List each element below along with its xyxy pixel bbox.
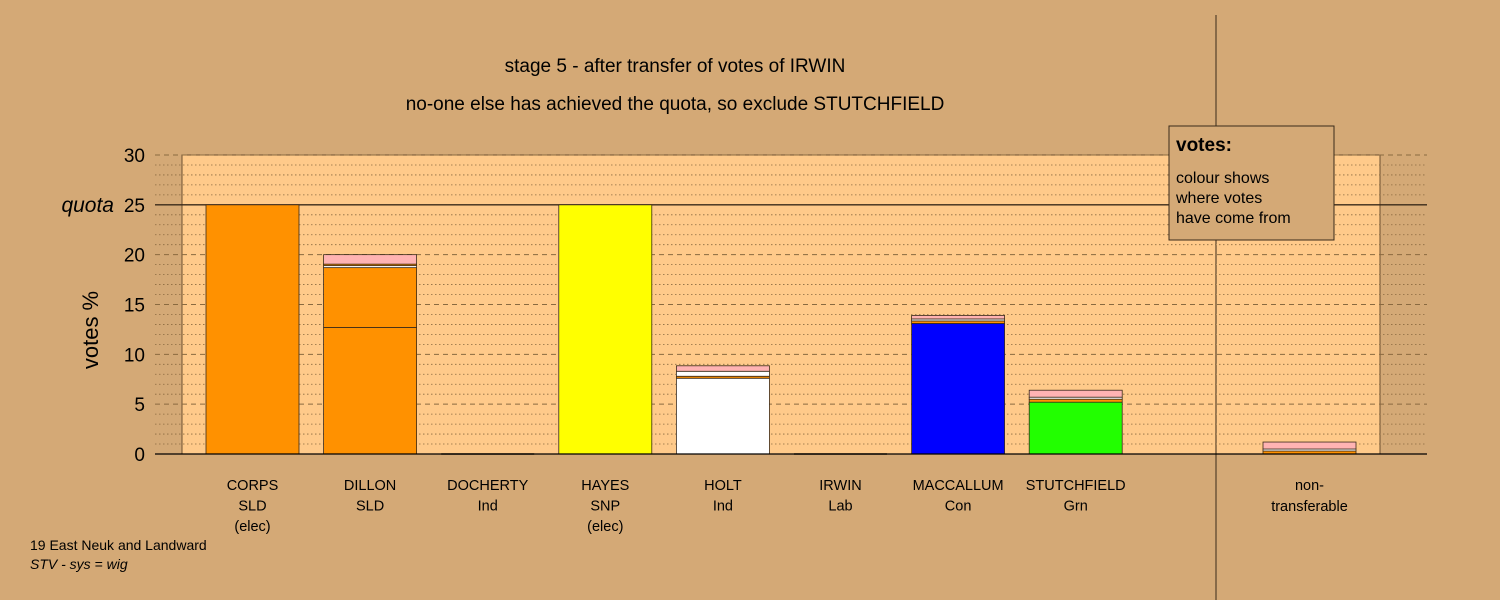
candidate-labels: CORPS SLD (elec) DILLON SLD DOCHERTY Ind HAYES S… — [227, 478, 1348, 535]
candidate-label: CORPS — [227, 478, 279, 494]
y-tick-label: 5 — [134, 395, 145, 416]
y-tick-label: 30 — [124, 146, 145, 167]
candidate-label: MACCALLUM — [913, 478, 1004, 494]
y-tick-label: 10 — [124, 345, 145, 366]
quota-label: quota — [61, 194, 114, 217]
candidate-label: Con — [945, 499, 972, 515]
bar-segment — [1028, 401, 1123, 455]
candidate-label: Grn — [1064, 499, 1088, 515]
candidate-label: HOLT — [704, 478, 742, 494]
y-axis-label: votes % — [78, 291, 103, 369]
candidate-label: SNP — [590, 499, 620, 515]
bar-segment — [1028, 398, 1123, 403]
bar-segment — [323, 327, 418, 455]
candidate-label: Lab — [828, 499, 852, 515]
legend-line-2: where votes — [1175, 190, 1262, 207]
candidate-label: (elec) — [234, 519, 270, 535]
bar-segment — [323, 254, 418, 265]
y-tick-label: 20 — [124, 246, 145, 267]
y-tick-label: 25 — [124, 196, 145, 217]
bars — [205, 204, 1357, 455]
bar-segment — [1028, 389, 1123, 398]
legend-line-3: have come from — [1176, 210, 1291, 227]
bar-segment — [911, 323, 1005, 455]
bar-segment — [205, 204, 300, 455]
candidate-label: IRWIN — [819, 478, 861, 494]
bar-segment — [1262, 441, 1357, 450]
legend: votes: colour shows where votes have com… — [1168, 125, 1335, 241]
footer-system: STV - sys = wig — [30, 556, 128, 572]
y-tick-labels: 0 5 10 15 20 25 30 — [124, 146, 145, 466]
bar-segment — [911, 315, 1005, 320]
candidate-label: HAYES — [581, 478, 629, 494]
non-transferable-label: non- — [1295, 478, 1324, 494]
bar-segment — [558, 204, 653, 455]
legend-heading: votes: — [1176, 135, 1232, 156]
y-tick-label: 15 — [124, 296, 145, 317]
candidate-label: DOCHERTY — [447, 478, 528, 494]
bar-dillon — [323, 254, 418, 455]
bar-non-transferable — [1262, 441, 1357, 455]
bar-corps — [205, 204, 300, 455]
non-transferable-label: transferable — [1271, 499, 1348, 515]
chart-subtitle: no-one else has achieved the quota, so e… — [406, 94, 945, 115]
bar-segment — [676, 370, 770, 377]
candidate-label: Ind — [478, 499, 498, 515]
candidate-label: DILLON — [344, 478, 396, 494]
candidate-label: (elec) — [587, 519, 623, 535]
bar-maccallum — [911, 315, 1005, 455]
bar-segment — [323, 267, 418, 328]
bar-holt — [676, 365, 770, 455]
chart-title: stage 5 - after transfer of votes of IRW… — [505, 56, 846, 77]
footer-constituency: 19 East Neuk and Landward — [30, 537, 207, 553]
bar-segment — [676, 377, 770, 455]
candidate-label: STUTCHFIELD — [1026, 478, 1126, 494]
bar-segment — [676, 365, 770, 372]
bar-stutchfield — [1028, 389, 1123, 455]
legend-line-1: colour shows — [1176, 170, 1269, 187]
candidate-label: SLD — [238, 499, 266, 515]
candidate-label: SLD — [356, 499, 384, 515]
legend-box — [1168, 125, 1335, 241]
y-tick-label: 0 — [134, 445, 145, 466]
candidate-label: Ind — [713, 499, 733, 515]
bar-hayes — [558, 204, 653, 455]
